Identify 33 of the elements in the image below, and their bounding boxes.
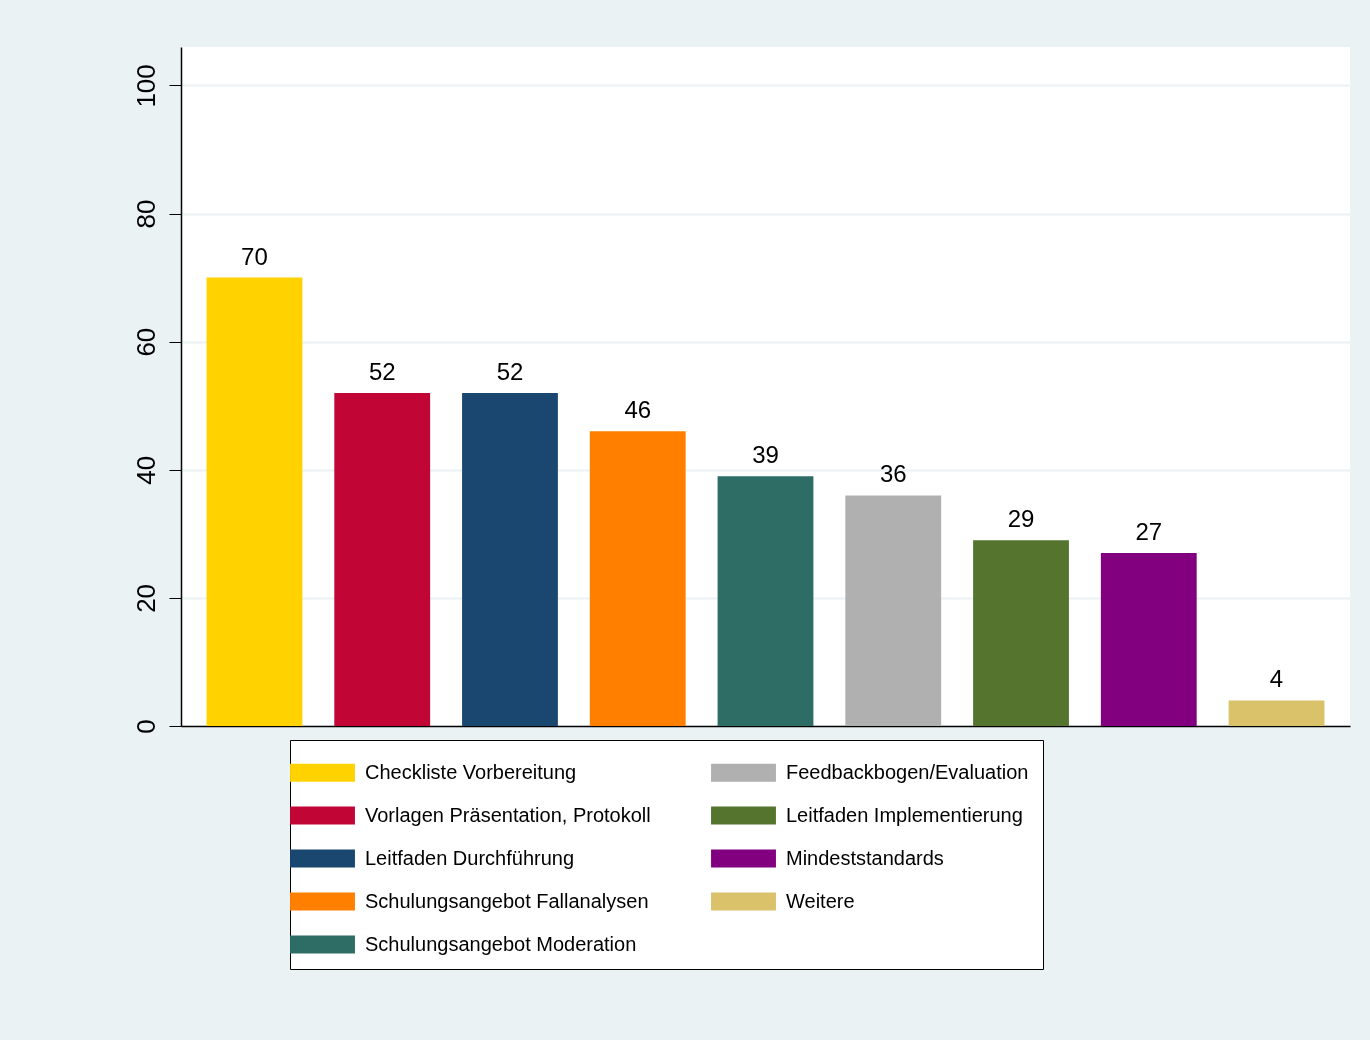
legend-label: Weitere — [786, 889, 855, 912]
bar — [589, 431, 686, 726]
y-tick-label: 20 — [130, 583, 161, 613]
data-label: 4 — [1269, 665, 1284, 693]
y-tick-label: 60 — [130, 327, 161, 357]
legend-label: Schulungsangebot Moderation — [365, 932, 637, 955]
y-tick-label: 0 — [130, 719, 161, 734]
legend-label: Mindeststandards — [786, 846, 944, 869]
bar — [1228, 700, 1325, 726]
data-label: 46 — [624, 396, 652, 424]
bar — [717, 476, 814, 726]
data-label: 52 — [496, 357, 524, 385]
bar — [334, 392, 431, 726]
legend-label: Schulungsangebot Fallanalysen — [365, 889, 649, 912]
bar — [462, 392, 558, 726]
data-label: 70 — [241, 242, 268, 270]
data-label: 27 — [1135, 518, 1163, 546]
y-tick-label: 40 — [130, 455, 161, 485]
data-label: 52 — [368, 357, 396, 385]
legend-label: Vorlagen Präsentation, Protokoll — [365, 803, 651, 826]
y-tick-label: 80 — [130, 199, 161, 229]
legend-label: Leitfaden Implementierung — [786, 803, 1023, 826]
bar — [206, 277, 303, 726]
legend-label: Checkliste Vorbereitung — [365, 760, 577, 783]
bar — [1100, 553, 1197, 726]
bar — [973, 540, 1069, 726]
data-label: 39 — [752, 441, 779, 469]
bar — [845, 495, 942, 726]
data-label: 36 — [879, 460, 907, 488]
data-label: 29 — [1007, 505, 1035, 533]
legend-label: Feedbackbogen/Evaluation — [786, 760, 1029, 783]
y-tick-label: 100 — [130, 64, 161, 108]
legend-label: Leitfaden Durchführung — [365, 846, 575, 869]
